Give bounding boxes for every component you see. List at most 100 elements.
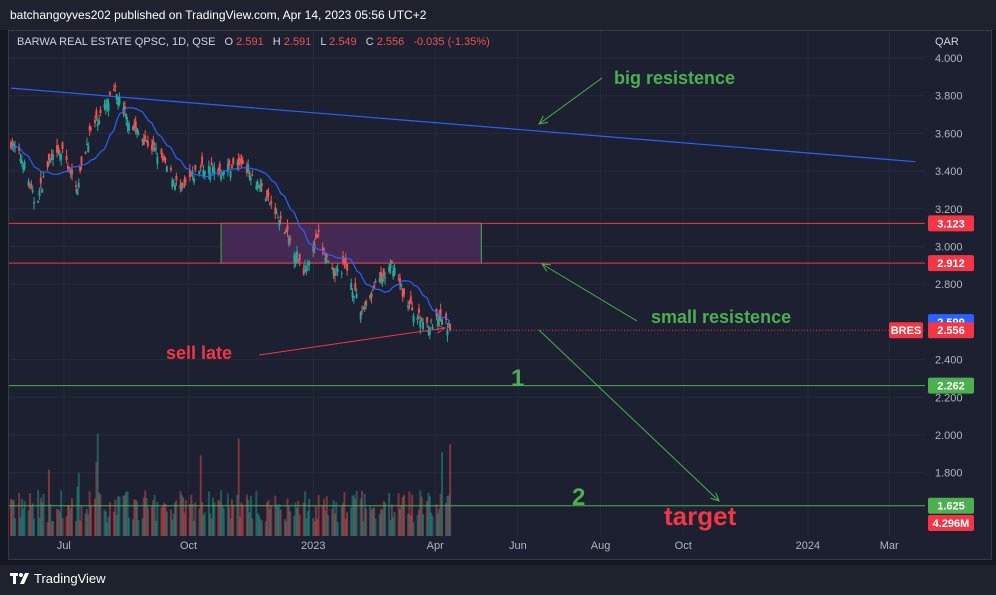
candle xyxy=(80,155,83,170)
volume-bar xyxy=(94,498,97,536)
resistance-zone[interactable] xyxy=(220,222,482,264)
volume-bar xyxy=(70,498,73,536)
candle xyxy=(314,229,317,240)
candle xyxy=(165,165,168,173)
time-tick: 2023 xyxy=(301,540,325,552)
volume-bar xyxy=(126,491,129,536)
candle xyxy=(163,154,166,163)
volume-bar xyxy=(305,518,308,536)
volume-bar xyxy=(60,490,63,536)
time-tick: Jul xyxy=(57,540,71,552)
candle xyxy=(408,300,411,310)
candle xyxy=(305,265,308,276)
volume-bar xyxy=(188,504,191,536)
candle xyxy=(169,165,172,173)
candle xyxy=(52,149,55,166)
candle xyxy=(145,140,148,143)
tradingview-logo-icon[interactable] xyxy=(10,572,30,586)
candle xyxy=(113,84,116,92)
volume-bar xyxy=(122,495,125,536)
volume-bar xyxy=(56,508,59,536)
volume-bar xyxy=(104,511,107,536)
candle xyxy=(401,287,404,302)
volume-bar xyxy=(251,518,254,536)
volume-bar xyxy=(14,518,17,536)
candle xyxy=(447,319,450,329)
candle xyxy=(141,137,144,146)
candle xyxy=(30,180,33,190)
candle xyxy=(370,291,373,304)
candle xyxy=(27,178,30,188)
candle xyxy=(324,251,327,265)
candle xyxy=(259,178,262,193)
volume-bar xyxy=(172,513,175,536)
volume-bar xyxy=(160,507,163,536)
candle xyxy=(104,99,107,115)
candle xyxy=(266,189,269,201)
volume-bar xyxy=(96,433,99,536)
volume-bar xyxy=(249,495,252,536)
candle xyxy=(210,157,213,166)
candle xyxy=(94,115,97,128)
candle xyxy=(96,118,99,132)
volume-bar xyxy=(114,499,117,536)
volume-bar xyxy=(125,491,128,536)
time-tick: Jun xyxy=(509,540,527,552)
volume-bar xyxy=(131,519,134,536)
volume-bar xyxy=(407,513,410,536)
candle xyxy=(439,303,442,322)
volume-bar xyxy=(155,520,158,536)
trendline-layer[interactable] xyxy=(10,87,916,163)
candle xyxy=(87,141,90,153)
candle xyxy=(239,155,242,167)
candle xyxy=(431,323,434,330)
price-label-3123: 3.123 xyxy=(928,215,974,232)
sell-late-label: sell late xyxy=(166,343,232,363)
price-axis[interactable]: 4.000 3.800 3.600 3.400 3.200 3.000 2.800 2.400… xyxy=(935,53,963,480)
volume-bar xyxy=(52,521,55,536)
chart-canvas[interactable]: big resistence small resistence sell late 1… xyxy=(9,31,991,559)
horizontal-lines[interactable] xyxy=(9,222,925,507)
candle xyxy=(285,228,288,233)
volume-bar xyxy=(335,502,338,536)
chart-panel[interactable]: big resistence small resistence sell late 1… xyxy=(8,30,992,560)
volume-bar xyxy=(95,462,98,536)
volume-bar xyxy=(85,508,88,536)
candle xyxy=(38,187,41,200)
candle xyxy=(18,143,21,155)
volume-bar xyxy=(89,506,92,536)
volume-bar xyxy=(431,515,434,536)
candle xyxy=(354,277,357,292)
candle xyxy=(137,129,140,136)
candle xyxy=(182,182,185,188)
candle xyxy=(107,98,110,117)
volume-bar xyxy=(304,491,307,536)
candle xyxy=(58,150,61,162)
volume-bar xyxy=(247,499,250,536)
volume-bar xyxy=(369,506,372,536)
candle xyxy=(294,252,297,268)
volume-bar xyxy=(323,498,326,536)
tradingview-brand[interactable]: TradingView xyxy=(34,571,106,586)
svg-text:2.262: 2.262 xyxy=(937,381,965,393)
time-axis[interactable]: Jul Oct 2023 Apr Jun Aug Oct 2024 Mar xyxy=(57,540,899,552)
trendline[interactable] xyxy=(10,87,916,163)
volume-bar xyxy=(136,501,139,536)
volume-bar xyxy=(165,511,168,536)
volume-bar xyxy=(80,505,83,536)
volume-bar xyxy=(255,491,258,536)
candle xyxy=(201,152,204,167)
candle xyxy=(37,200,40,204)
volume-bar xyxy=(113,511,116,536)
candle xyxy=(350,278,353,291)
time-tick: 2024 xyxy=(796,540,820,552)
candle xyxy=(411,301,414,311)
candle xyxy=(156,152,159,170)
legend-h-value: 2.591 xyxy=(284,36,312,48)
volume-bar xyxy=(312,518,315,536)
volume-bar xyxy=(38,517,41,536)
volume-bar xyxy=(49,504,52,536)
candle xyxy=(41,188,44,193)
candle xyxy=(61,141,64,154)
volume-bars xyxy=(10,433,452,536)
